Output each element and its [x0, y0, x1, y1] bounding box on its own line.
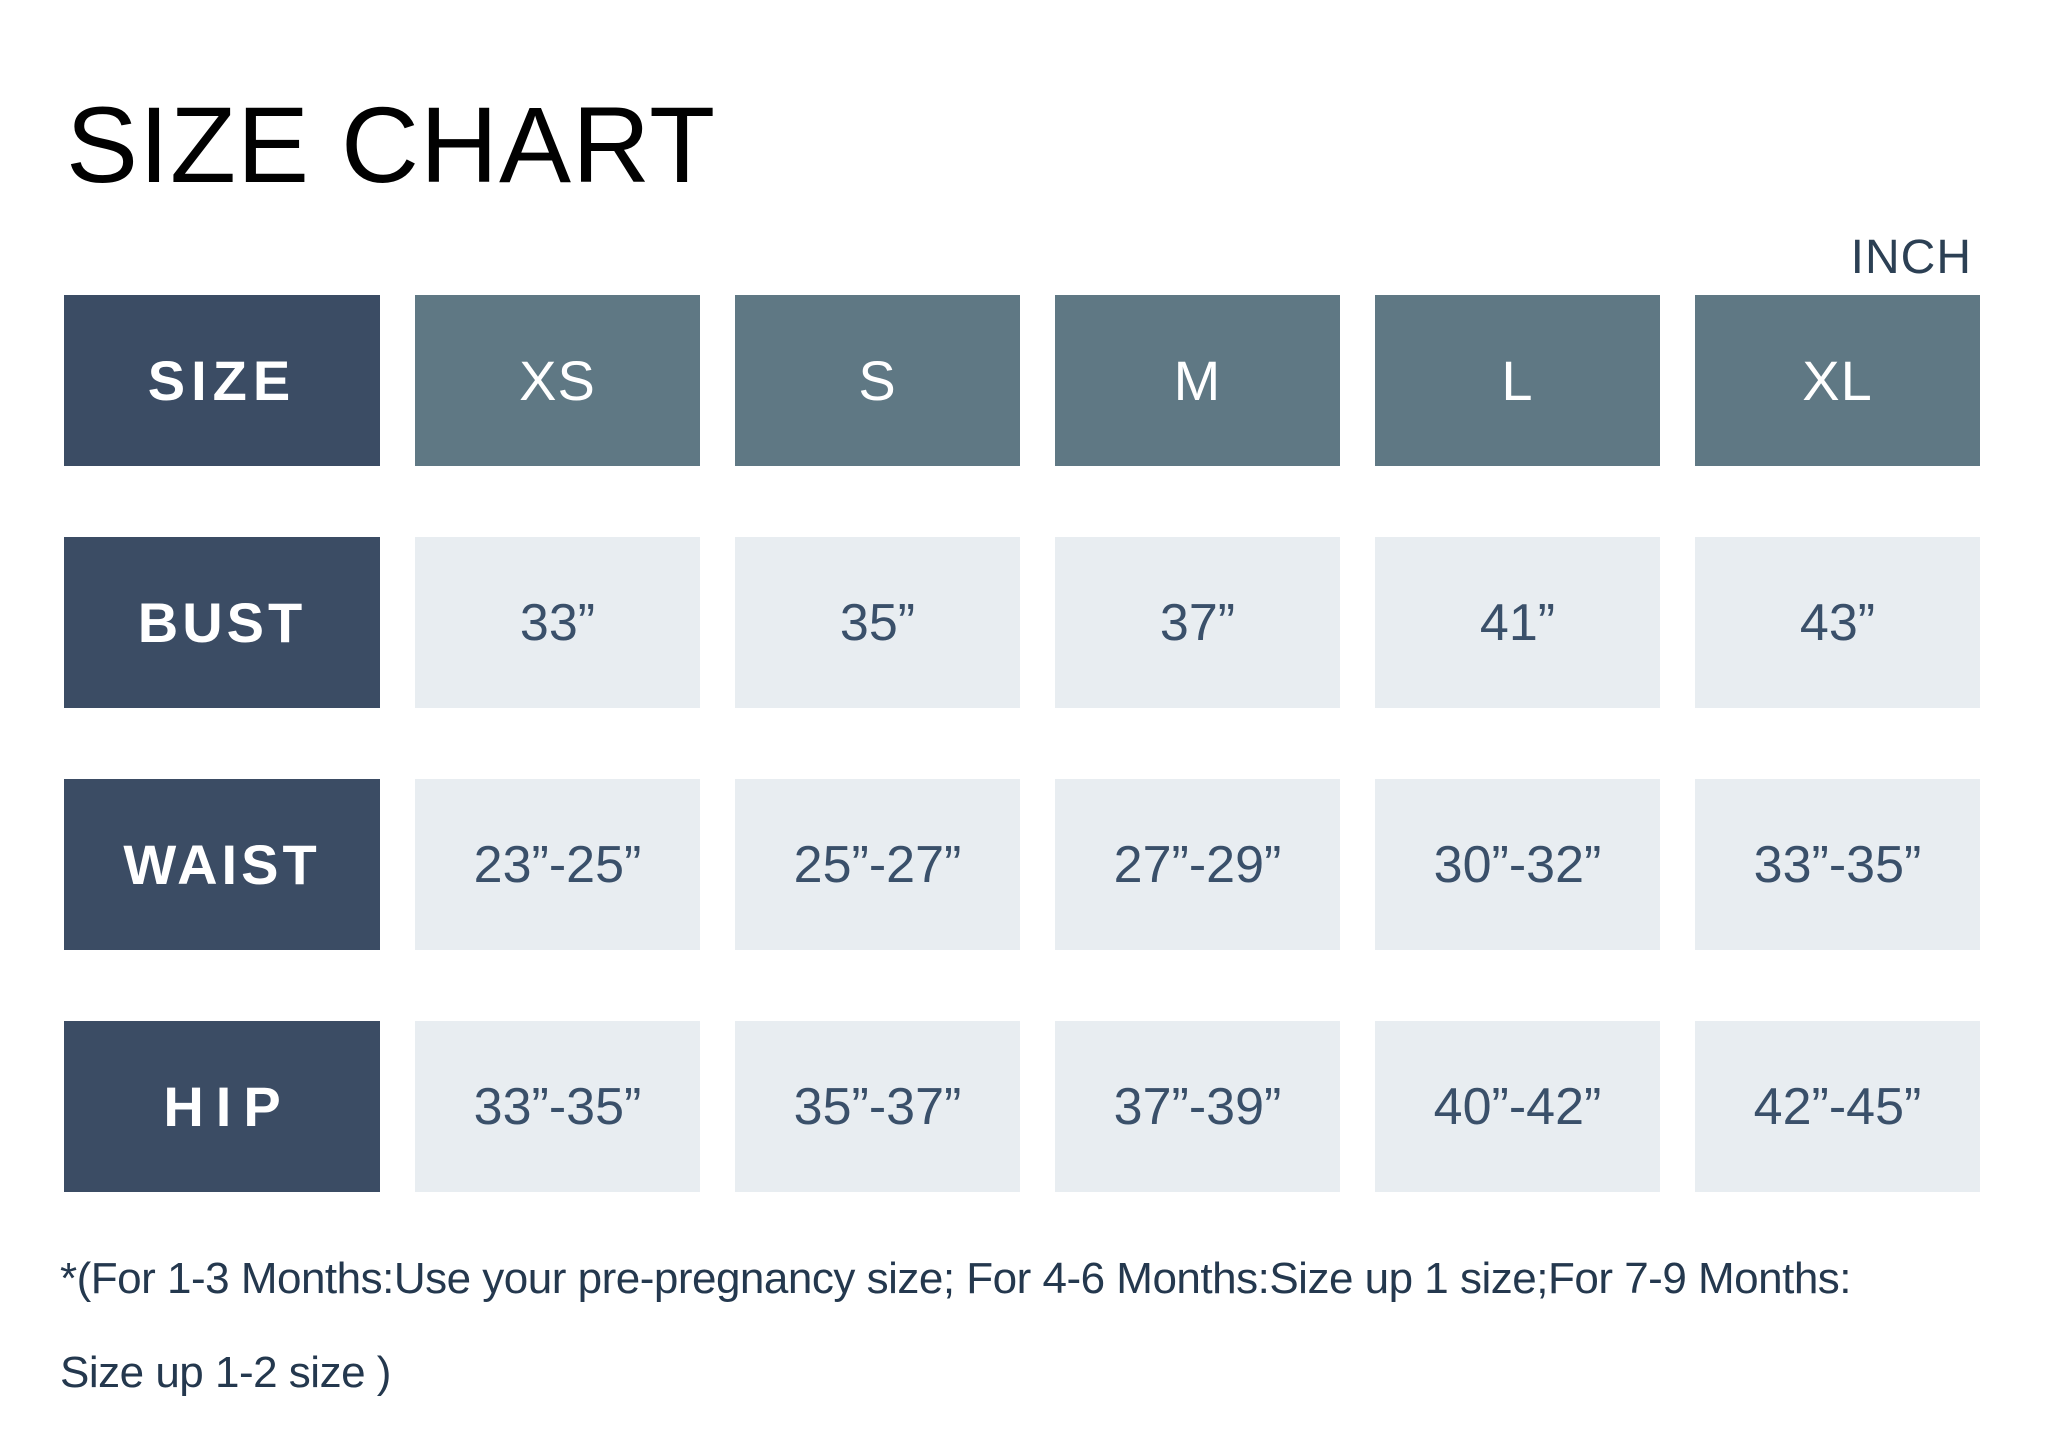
bust-value-xs: 33”	[415, 537, 700, 708]
size-header-m: M	[1055, 295, 1340, 466]
hip-value-s: 35”-37”	[735, 1021, 1020, 1192]
size-header-xs: XS	[415, 295, 700, 466]
hip-value-m: 37”-39”	[1055, 1021, 1340, 1192]
footnote-line-2: Size up 1-2 size )	[60, 1348, 391, 1397]
waist-value-xs: 23”-25”	[415, 779, 700, 950]
size-header-xl: XL	[1695, 295, 1980, 466]
hip-value-l: 40”-42”	[1375, 1021, 1660, 1192]
bust-value-xl: 43”	[1695, 537, 1980, 708]
waist-value-m: 27”-29”	[1055, 779, 1340, 950]
size-table: SIZE XS S M L XL BUST 33” 35” 37” 41” 43…	[64, 295, 1980, 1192]
bust-value-m: 37”	[1055, 537, 1340, 708]
waist-value-s: 25”-27”	[735, 779, 1020, 950]
corner-header-size: SIZE	[64, 295, 380, 466]
size-header-s: S	[735, 295, 1020, 466]
sizing-footnote: *(For 1-3 Months:Use your pre-pregnancy …	[60, 1232, 1852, 1420]
footnote-line-1: *(For 1-3 Months:Use your pre-pregnancy …	[60, 1254, 1852, 1303]
page-title: SIZE CHART	[66, 84, 717, 205]
row-label-hip: HIP	[64, 1021, 380, 1192]
row-label-bust: BUST	[64, 537, 380, 708]
bust-value-l: 41”	[1375, 537, 1660, 708]
hip-value-xs: 33”-35”	[415, 1021, 700, 1192]
waist-value-l: 30”-32”	[1375, 779, 1660, 950]
bust-value-s: 35”	[735, 537, 1020, 708]
waist-value-xl: 33”-35”	[1695, 779, 1980, 950]
size-header-l: L	[1375, 295, 1660, 466]
hip-value-xl: 42”-45”	[1695, 1021, 1980, 1192]
row-label-waist: WAIST	[64, 779, 380, 950]
unit-label: INCH	[1850, 231, 1972, 284]
